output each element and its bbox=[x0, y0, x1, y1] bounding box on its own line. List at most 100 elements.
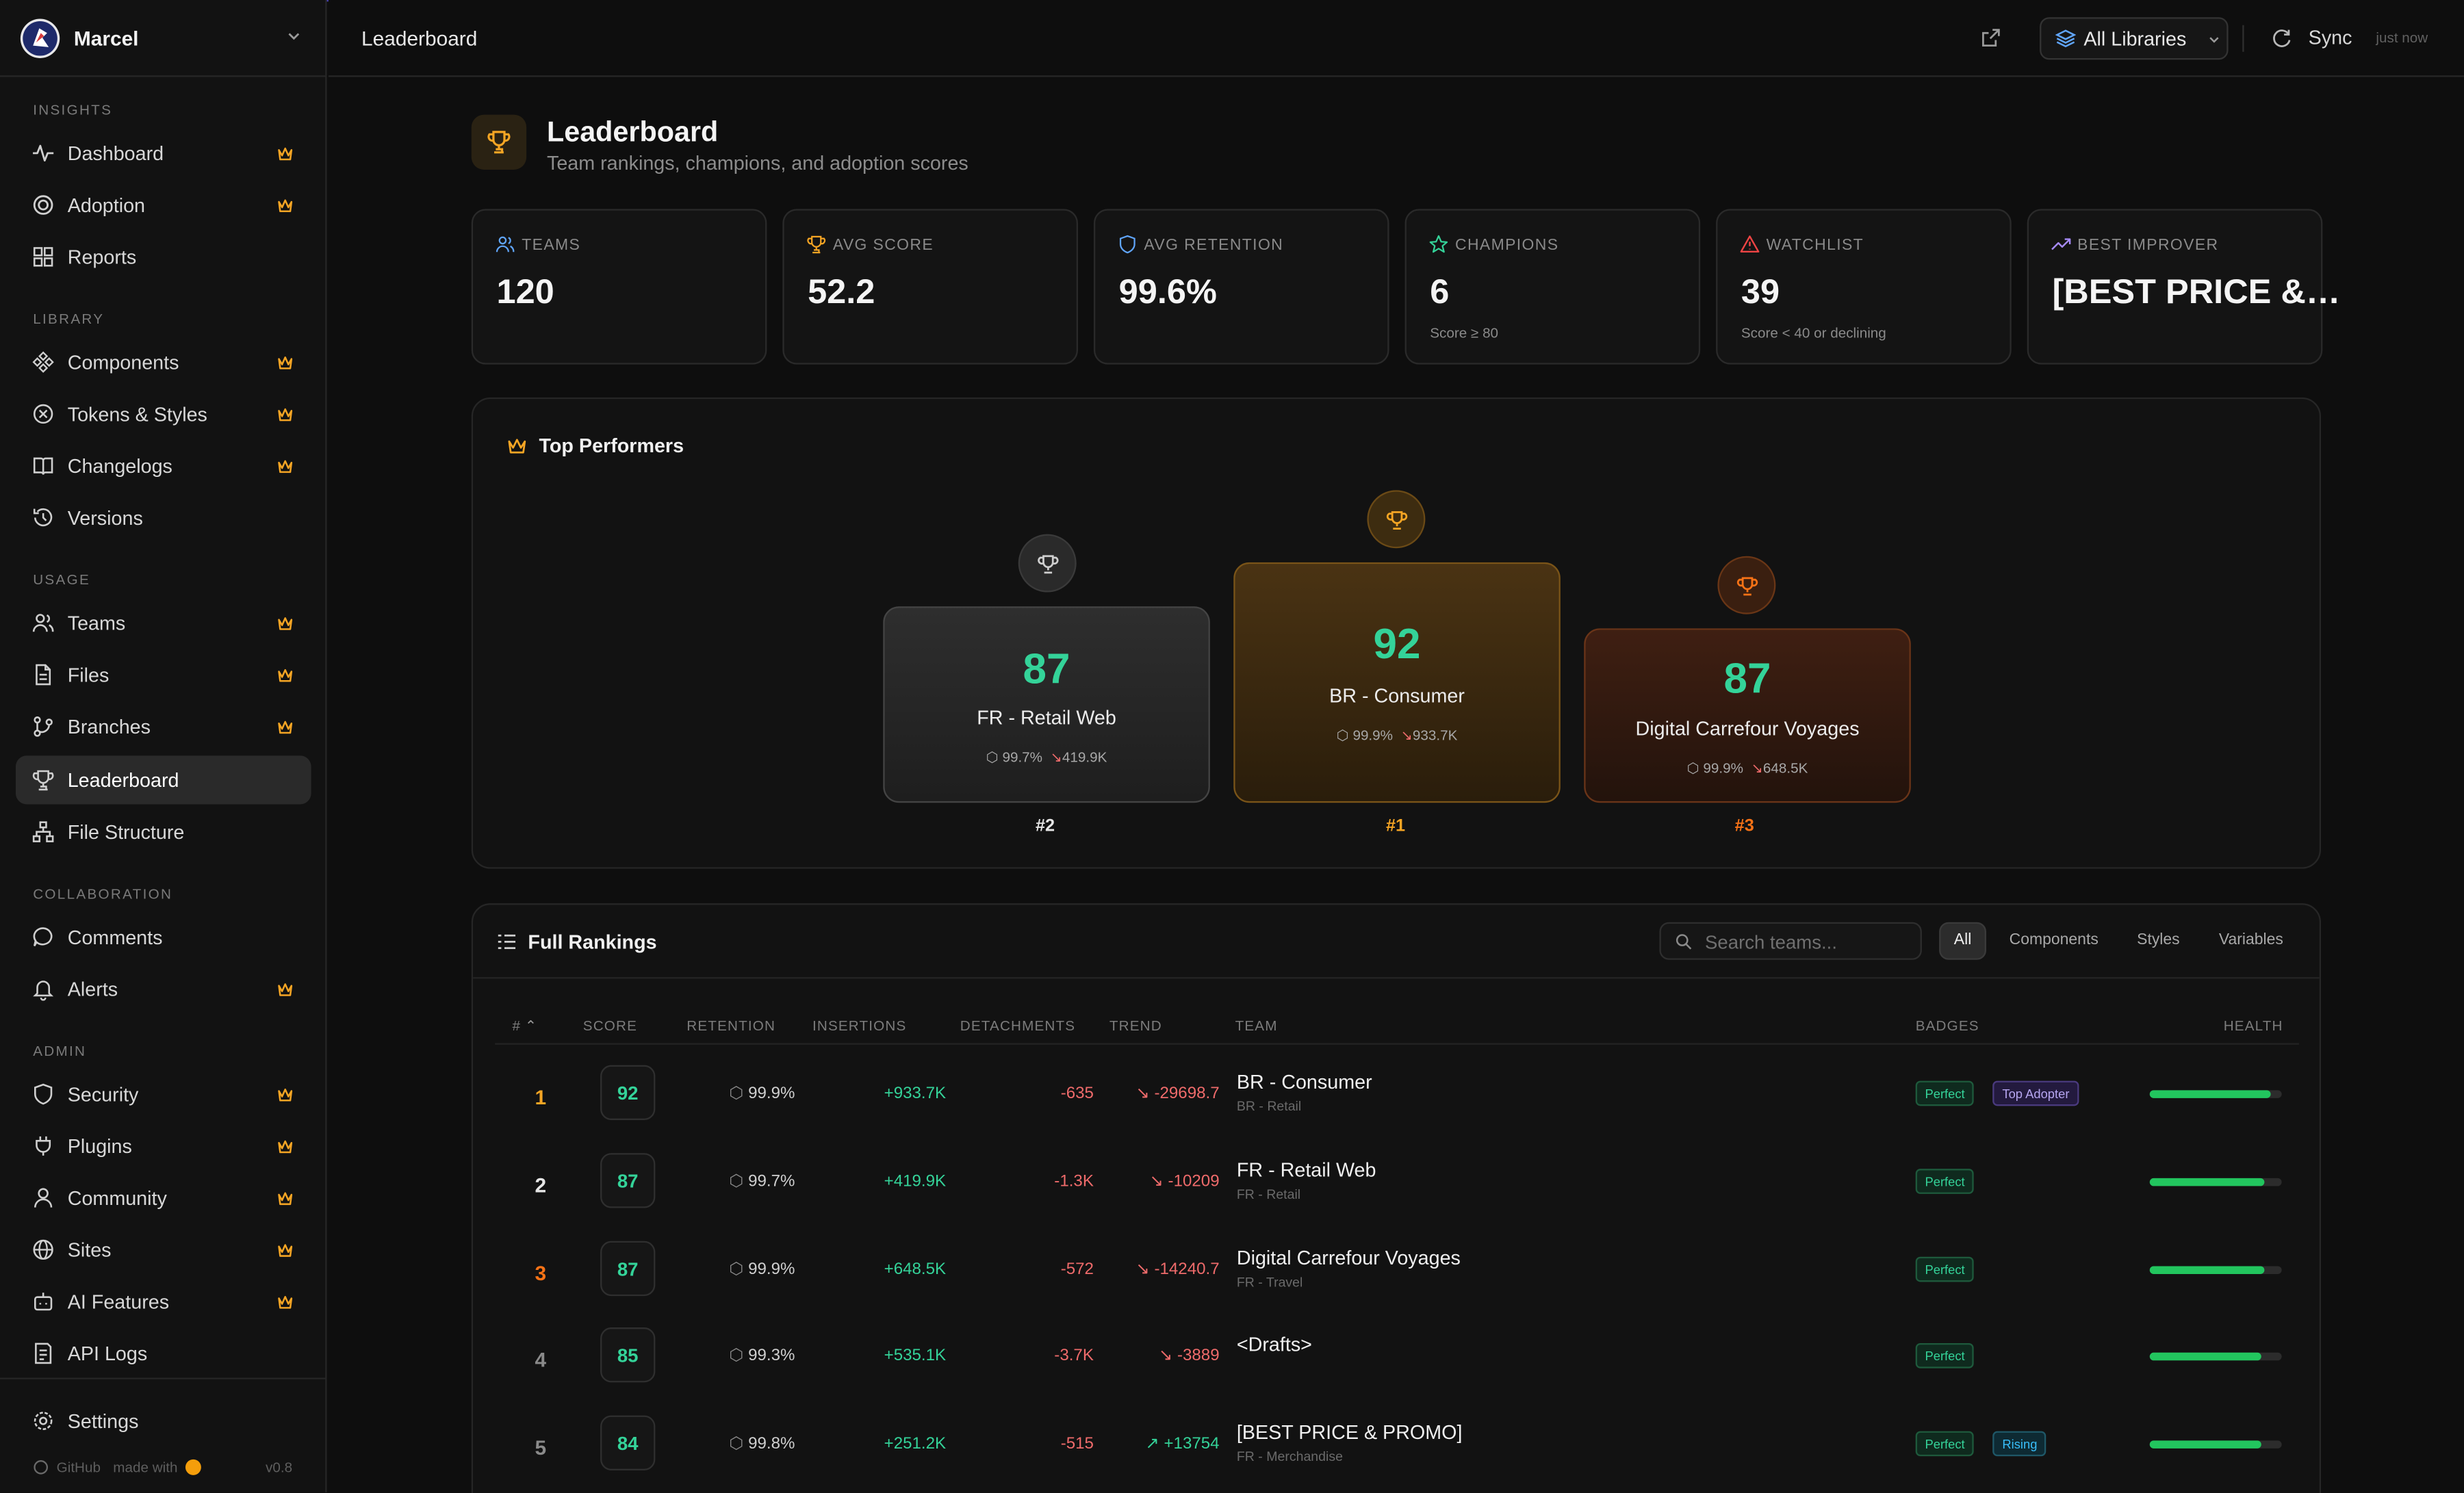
row-score: 85 bbox=[600, 1327, 656, 1384]
row-team-name[interactable]: BR - Consumer bbox=[1236, 1071, 1372, 1093]
crown-icon bbox=[278, 356, 293, 369]
top-performers-title: Top Performers bbox=[539, 434, 684, 458]
library-select[interactable]: All Libraries bbox=[2040, 17, 2229, 60]
section-label-admin: ADMIN bbox=[33, 1043, 87, 1059]
podium-rank-3: #3 bbox=[1734, 816, 1754, 836]
filter-variables[interactable]: Variables bbox=[2218, 931, 2283, 949]
crown-icon bbox=[278, 983, 293, 996]
table-row[interactable]: 2 87 ⬡ 99.7% +419.9K -1.3K ↘ -10209 FR -… bbox=[473, 1151, 2321, 1239]
row-trend: ↘ -10209 bbox=[1101, 1171, 1220, 1191]
podium-trend: 419.9K bbox=[1062, 749, 1107, 766]
row-retention-value: 99.7% bbox=[748, 1171, 795, 1191]
header-divider bbox=[2242, 25, 2244, 52]
sidebar-item-api-logs[interactable]: API Logs bbox=[16, 1329, 311, 1377]
podium-team: Digital Carrefour Voyages bbox=[1635, 718, 1860, 740]
panel-divider bbox=[473, 977, 2320, 979]
stat-value: 52.2 bbox=[808, 272, 875, 311]
search-teams-input[interactable]: Search teams... bbox=[1659, 922, 1922, 960]
col-retention-header[interactable]: RETENTION bbox=[686, 1017, 776, 1034]
row-team-name[interactable]: FR - Retail Web bbox=[1236, 1158, 1376, 1182]
row-insertions: +648.5K bbox=[884, 1259, 947, 1278]
table-row[interactable]: 1 92 ⬡ 99.9% +933.7K -635 ↘ -29698.7 BR … bbox=[473, 1063, 2321, 1152]
table-row[interactable]: 3 87 ⬡ 99.9% +648.5K -572 ↘ -14240.7 Dig… bbox=[473, 1239, 2321, 1327]
sidebar-item-label: Community bbox=[67, 1187, 167, 1210]
podium-card-1[interactable]: 92 BR - Consumer ⬡ 99.9% ↘933.7K bbox=[1233, 562, 1561, 803]
health-bar bbox=[2149, 1265, 2282, 1274]
filter-all[interactable]: All bbox=[1939, 922, 1987, 960]
sidebar-item-label: Tokens & Styles bbox=[67, 404, 207, 426]
list-icon bbox=[498, 934, 516, 949]
sidebar-item-dashboard[interactable]: Dashboard bbox=[16, 129, 311, 177]
sidebar-item-components[interactable]: Components bbox=[16, 338, 311, 387]
row-retention-value: 99.9% bbox=[748, 1084, 795, 1103]
sidebar-item-reports[interactable]: Reports bbox=[16, 233, 311, 281]
sidebar-item-leaderboard[interactable]: Leaderboard bbox=[15, 755, 311, 805]
row-team-name[interactable]: [BEST PRICE & PROMO] bbox=[1236, 1422, 1463, 1444]
crown-icon bbox=[278, 668, 293, 682]
sidebar-item-settings[interactable]: Settings bbox=[16, 1397, 311, 1445]
row-rank: 4 bbox=[535, 1348, 547, 1373]
row-trend: ↗ +13754 bbox=[1101, 1435, 1220, 1454]
sync-time: just now bbox=[2376, 29, 2428, 46]
stat-value: 39 bbox=[1741, 272, 1780, 311]
stat-card-teams: TEAMS 120 bbox=[471, 209, 767, 365]
page-title: Leaderboard bbox=[546, 116, 719, 148]
sidebar-item-versions[interactable]: Versions bbox=[16, 493, 311, 542]
row-retention-value: 99.3% bbox=[748, 1347, 795, 1366]
activity-icon bbox=[33, 144, 54, 162]
workspace-switcher[interactable]: Marcel bbox=[0, 0, 327, 77]
row-team-name[interactable]: Digital Carrefour Voyages bbox=[1236, 1247, 1461, 1269]
filter-components[interactable]: Components bbox=[2009, 931, 2099, 949]
row-rank: 3 bbox=[535, 1260, 547, 1285]
sidebar-item-sites[interactable]: Sites bbox=[16, 1225, 311, 1274]
sidebar-item-comments[interactable]: Comments bbox=[16, 913, 311, 961]
podium-retention: 99.7% bbox=[1002, 749, 1043, 766]
sidebar-item-security[interactable]: Security bbox=[16, 1070, 311, 1119]
bot-icon bbox=[34, 1293, 53, 1311]
health-bar-fill bbox=[2149, 1090, 2272, 1098]
col-trend-header[interactable]: TREND bbox=[1109, 1017, 1162, 1034]
sidebar-item-community[interactable]: Community bbox=[16, 1173, 311, 1222]
crown-icon bbox=[508, 439, 526, 454]
podium-card-2[interactable]: 87 FR - Retail Web ⬡ 99.7% ↘419.9K bbox=[883, 606, 1210, 803]
row-score: 87 bbox=[600, 1152, 656, 1208]
github-link[interactable]: GitHub bbox=[56, 1459, 101, 1475]
sidebar-item-file-structure[interactable]: File Structure bbox=[16, 807, 311, 856]
sidebar-item-ai-features[interactable]: AI Features bbox=[16, 1277, 311, 1326]
sidebar-item-branches[interactable]: Branches bbox=[16, 702, 311, 751]
sidebar-item-label: Adoption bbox=[67, 194, 146, 217]
row-team-sub: BR - Retail bbox=[1236, 1098, 1302, 1114]
sidebar-item-plugins[interactable]: Plugins bbox=[16, 1121, 311, 1170]
sidebar-item-tokens-styles[interactable]: Tokens & Styles bbox=[16, 389, 311, 438]
sidebar-item-label: AI Features bbox=[67, 1291, 170, 1314]
refresh-icon[interactable] bbox=[2271, 27, 2293, 49]
table-row[interactable]: 5 84 ⬡ 99.8% +251.2K -515 ↗ +13754 [BEST… bbox=[473, 1414, 2321, 1493]
stat-label: BEST IMPROVER bbox=[2077, 237, 2219, 255]
sidebar-item-alerts[interactable]: Alerts bbox=[16, 965, 311, 1013]
external-link-icon[interactable] bbox=[1980, 27, 2002, 49]
stat-label: TEAMS bbox=[522, 237, 581, 255]
sync-button[interactable]: Sync bbox=[2308, 27, 2352, 49]
col-rank-header[interactable]: # bbox=[512, 1017, 522, 1034]
row-trend: ↘ -29698.7 bbox=[1101, 1084, 1220, 1103]
row-detachments: -515 bbox=[1060, 1434, 1094, 1454]
col-detachments-header[interactable]: DETACHMENTS bbox=[960, 1017, 1076, 1034]
sidebar-item-label: Settings bbox=[67, 1410, 139, 1433]
table-row[interactable]: 4 85 ⬡ 99.3% +535.1K -3.7K ↘ -3889 <Draf… bbox=[473, 1327, 2321, 1415]
filter-styles[interactable]: Styles bbox=[2137, 931, 2180, 949]
sidebar-item-changelogs[interactable]: Changelogs bbox=[16, 441, 311, 490]
col-insertions-header[interactable]: INSERTIONS bbox=[812, 1017, 907, 1034]
sidebar-item-files[interactable]: Files bbox=[16, 651, 311, 699]
header-divider bbox=[495, 1043, 2299, 1045]
sort-asc-icon: ⌃ bbox=[524, 1017, 538, 1034]
badge-perfect: Perfect bbox=[1915, 1168, 1975, 1194]
badge-perfect: Perfect bbox=[1915, 1431, 1975, 1457]
top-header: Leaderboard All Libraries Sync just now bbox=[328, 0, 2464, 77]
crown-icon bbox=[278, 720, 293, 734]
page-subtitle: Team rankings, champions, and adoption s… bbox=[546, 152, 968, 174]
podium-card-3[interactable]: 87 Digital Carrefour Voyages ⬡ 99.9% ↘64… bbox=[1584, 628, 1911, 803]
row-team-name[interactable]: <Drafts> bbox=[1236, 1334, 1312, 1357]
sidebar-item-teams[interactable]: Teams bbox=[16, 599, 311, 647]
sidebar-item-adoption[interactable]: Adoption bbox=[16, 181, 311, 229]
col-score-header[interactable]: SCORE bbox=[582, 1017, 638, 1034]
